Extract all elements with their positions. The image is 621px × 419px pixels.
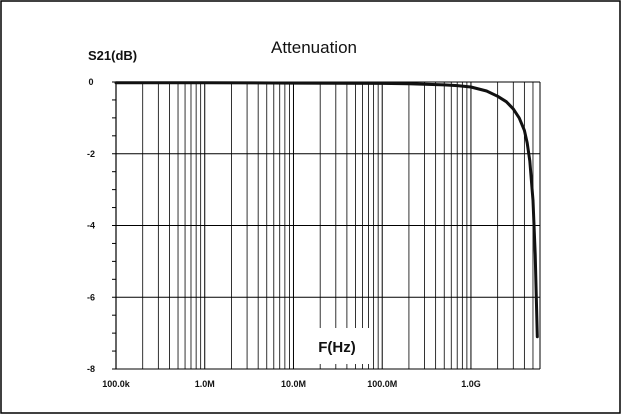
series-line bbox=[114, 81, 539, 339]
grid bbox=[112, 81, 541, 370]
y-axis-label: S21(dB) bbox=[88, 48, 137, 63]
x-axis-label: F(Hz) bbox=[318, 339, 356, 356]
x-tick-label: 1.0M bbox=[195, 379, 215, 389]
y-tick-label: -2 bbox=[87, 149, 95, 159]
y-tick-label: -8 bbox=[87, 364, 95, 374]
y-ticks: 0 -2 -4 -6 -8 bbox=[87, 77, 95, 374]
y-tick-label: -4 bbox=[87, 221, 95, 231]
x-tick-label: 1.0G bbox=[461, 379, 481, 389]
x-tick-label: 100.0M bbox=[367, 379, 397, 389]
x-tick-label: 100.0k bbox=[102, 379, 131, 389]
series-group bbox=[114, 81, 539, 339]
x-tick-label: 10.0M bbox=[281, 379, 306, 389]
xlabel-box bbox=[304, 328, 370, 364]
x-ticks: 100.0k 1.0M 10.0M 100.0M 1.0G bbox=[102, 379, 480, 389]
y-tick-label: -6 bbox=[87, 292, 95, 302]
chart-title: Attenuation bbox=[271, 38, 357, 57]
y-tick-label: 0 bbox=[88, 77, 93, 87]
